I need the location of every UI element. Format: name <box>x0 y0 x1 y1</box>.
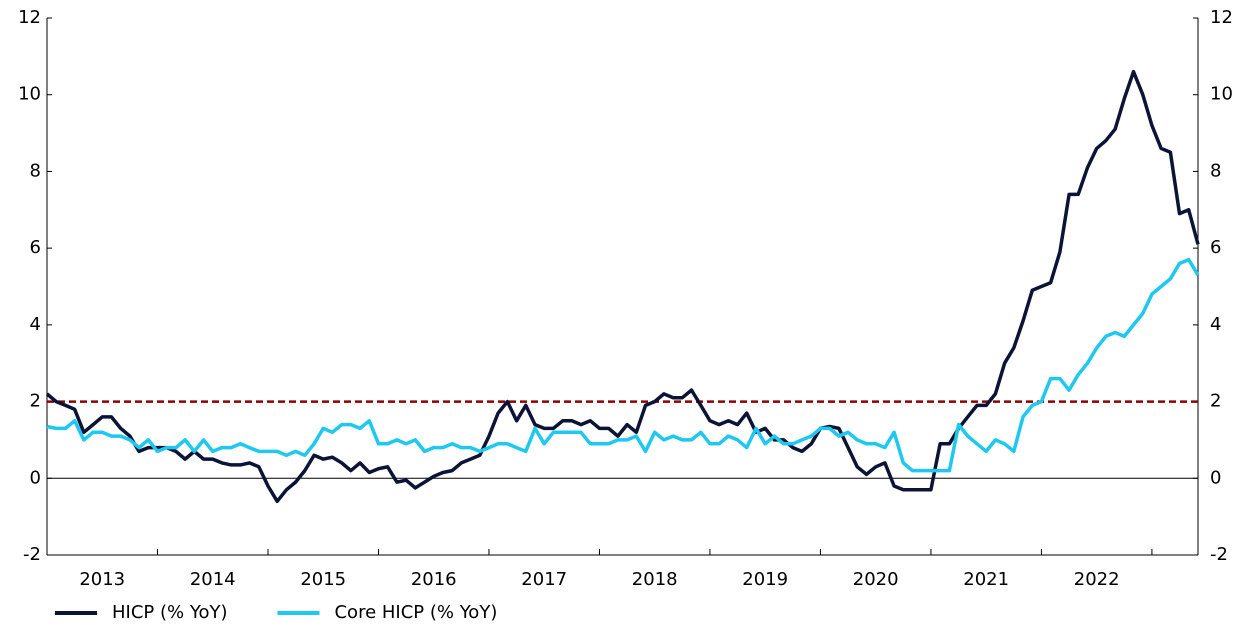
x-tick-label: 2013 <box>79 569 125 590</box>
y2-tick-label: -2 <box>1210 544 1228 565</box>
y2-tick-label: 8 <box>1210 160 1221 181</box>
x-tick-label: 2016 <box>411 569 457 590</box>
x-tick-label: 2021 <box>963 569 1009 590</box>
y2-tick-label: 4 <box>1210 314 1221 335</box>
x-tick-label: 2022 <box>1074 569 1120 590</box>
y-tick-label: 0 <box>30 467 41 488</box>
y2-tick-label: 2 <box>1210 391 1221 412</box>
legend-label: HICP (% YoY) <box>112 602 227 623</box>
y2-tick-label: 10 <box>1210 84 1233 105</box>
series-line <box>45 69 1200 504</box>
y2-tick-label: 12 <box>1210 7 1233 28</box>
y-tick-label: 4 <box>30 314 41 335</box>
y-tick-label: 12 <box>18 7 41 28</box>
x-tick-label: 2019 <box>742 569 788 590</box>
y2-tick-label: 6 <box>1210 237 1221 258</box>
y2-tick-label: 0 <box>1210 467 1221 488</box>
y-tick-label: 10 <box>18 84 41 105</box>
x-tick-label: 2018 <box>632 569 678 590</box>
y-tick-label: 6 <box>30 237 41 258</box>
legend-label: Core HICP (% YoY) <box>334 602 497 623</box>
x-tick-label: 2020 <box>853 569 899 590</box>
y-tick-label: 2 <box>30 391 41 412</box>
x-tick-label: 2015 <box>300 569 346 590</box>
series-line <box>46 257 1200 473</box>
y-tick-label: 8 <box>30 160 41 181</box>
y-tick-label: -2 <box>23 544 41 565</box>
x-tick-label: 2017 <box>521 569 567 590</box>
x-tick-label: 2014 <box>190 569 236 590</box>
